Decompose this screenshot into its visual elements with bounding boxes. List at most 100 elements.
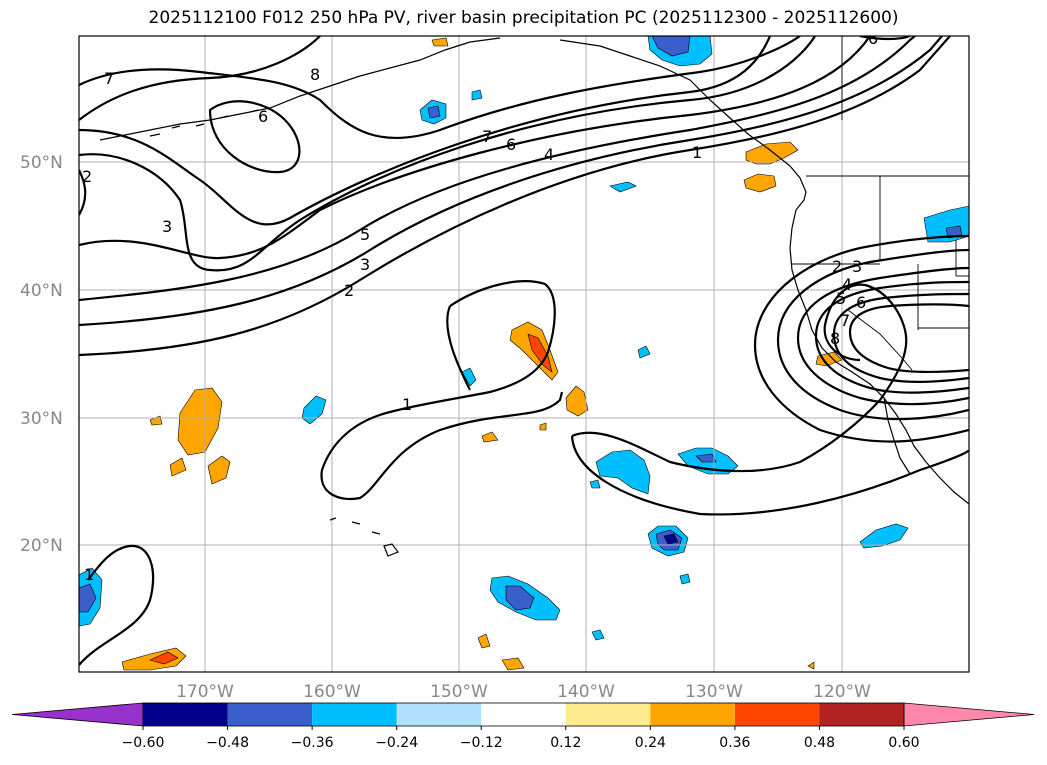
red-area (149, 651, 179, 665)
contour-label: 4 (544, 145, 554, 164)
blue-area (595, 449, 651, 495)
lon-label: 160°W (303, 682, 361, 702)
contour-line (79, 36, 772, 226)
contour-line (79, 169, 87, 216)
contour-line (208, 100, 301, 174)
orange-area (177, 387, 223, 456)
contour-line (848, 303, 969, 374)
aleutian-islands (149, 109, 259, 137)
orange-area (807, 661, 815, 670)
colorbar-segment (650, 703, 735, 726)
lat-label: 30°N (20, 409, 63, 429)
contour-label: 6 (868, 29, 878, 48)
royal-blue-area (427, 105, 441, 119)
colorbar-label: 0.24 (635, 735, 666, 751)
orange-area (815, 351, 843, 367)
orange-area (539, 422, 547, 431)
contour-label: 3 (852, 257, 862, 276)
colorbar-segment (819, 703, 904, 726)
orange-area (745, 141, 799, 165)
royal-blue-area (651, 36, 691, 57)
contour-label: 3 (162, 217, 172, 236)
lon-label: 120°W (813, 682, 871, 702)
lon-label: 130°W (685, 682, 743, 702)
orange-area (431, 37, 449, 47)
contour-line (832, 292, 969, 383)
contour-line (570, 435, 969, 516)
contour-line (79, 544, 155, 666)
contour-line (859, 36, 911, 41)
baja (883, 397, 911, 475)
map-frame (78, 35, 970, 673)
contour-line (79, 36, 916, 302)
lat-label: 40°N (20, 281, 63, 301)
contour-label: 6 (506, 135, 516, 154)
blue-area (609, 181, 637, 193)
colorbar-extend-low (11, 702, 144, 727)
orange-area (149, 415, 163, 426)
royal-blue-area (695, 453, 717, 463)
contour-label: 6 (258, 107, 268, 126)
colorbar: −0.60 −0.48 −0.36 −0.24 −0.12 0.12 0.24 0.36 0.4… (11, 702, 1035, 751)
contour-line (79, 36, 951, 357)
contour-label: 5 (836, 289, 846, 308)
colorbar-segment (734, 703, 820, 726)
lon-label: 170°W (176, 682, 234, 702)
lat-label: 20°N (20, 536, 63, 556)
alaska-coast (99, 37, 501, 141)
blue-area (461, 367, 477, 387)
contour-label: 5 (360, 225, 370, 244)
colorbar-segment (396, 703, 482, 726)
colorbar-segment (312, 703, 397, 726)
contour-line (796, 266, 969, 406)
contour-label: 2 (82, 167, 92, 186)
contour-line (776, 248, 969, 421)
longitude-labels: 170°W 160°W 150°W 140°W 130°W 120°W (176, 682, 871, 702)
blue-area (471, 89, 483, 101)
royal-blue-area (79, 583, 97, 613)
navy-area (663, 533, 679, 545)
map-title: 2025112100 F012 250 hPa PV, river basin … (148, 8, 899, 28)
colorbar-label: 0.48 (804, 735, 835, 751)
map-content: 7 8 6 3 2 1 7 6 4 5 3 2 1 2 3 4 5 6 7 8 … (79, 29, 969, 672)
blue-area (637, 345, 651, 359)
contour-labels: 7 8 6 3 2 1 7 6 4 5 3 2 1 2 3 4 5 6 7 8 … (82, 29, 878, 584)
colorbar-label: 0.12 (550, 735, 581, 751)
contour-label: 8 (830, 329, 840, 348)
contour-label: 3 (360, 255, 370, 274)
colorbar-label: −0.48 (206, 735, 249, 751)
colorbar-label: −0.36 (291, 735, 334, 751)
hawaii (329, 517, 399, 557)
contour-label: 7 (840, 311, 850, 330)
colorbar-extend-high (903, 702, 1035, 727)
colorbar-segment (227, 703, 313, 726)
contour-line (79, 36, 801, 140)
lon-label: 150°W (430, 682, 488, 702)
colorbar-label: −0.12 (460, 735, 503, 751)
orange-area (501, 657, 525, 671)
blue-area (301, 395, 327, 425)
contour-label: 2 (344, 281, 354, 300)
colorbar-label: −0.60 (122, 735, 165, 751)
bc-coast (789, 165, 807, 211)
contour-line (446, 305, 471, 391)
contour-label: 8 (310, 65, 320, 84)
contour-line (320, 280, 564, 500)
contour-line (814, 280, 969, 394)
contour-line (571, 283, 908, 473)
blue-area (859, 523, 909, 549)
contour-line (79, 36, 321, 121)
contour-label: 7 (104, 69, 114, 88)
lat-label: 50°N (20, 153, 63, 173)
colorbar-segment (481, 703, 566, 726)
colorbar-frame (142, 702, 905, 727)
colorbar-segment (565, 703, 651, 726)
contour-label: 7 (482, 127, 492, 146)
blue-area (679, 573, 691, 585)
blue-area (591, 629, 605, 641)
contour-label: 4 (842, 275, 852, 294)
orange-area (743, 173, 777, 193)
royal-blue-area (505, 585, 535, 611)
latitude-labels: 50°N 40°N 30°N 20°N (20, 153, 63, 556)
